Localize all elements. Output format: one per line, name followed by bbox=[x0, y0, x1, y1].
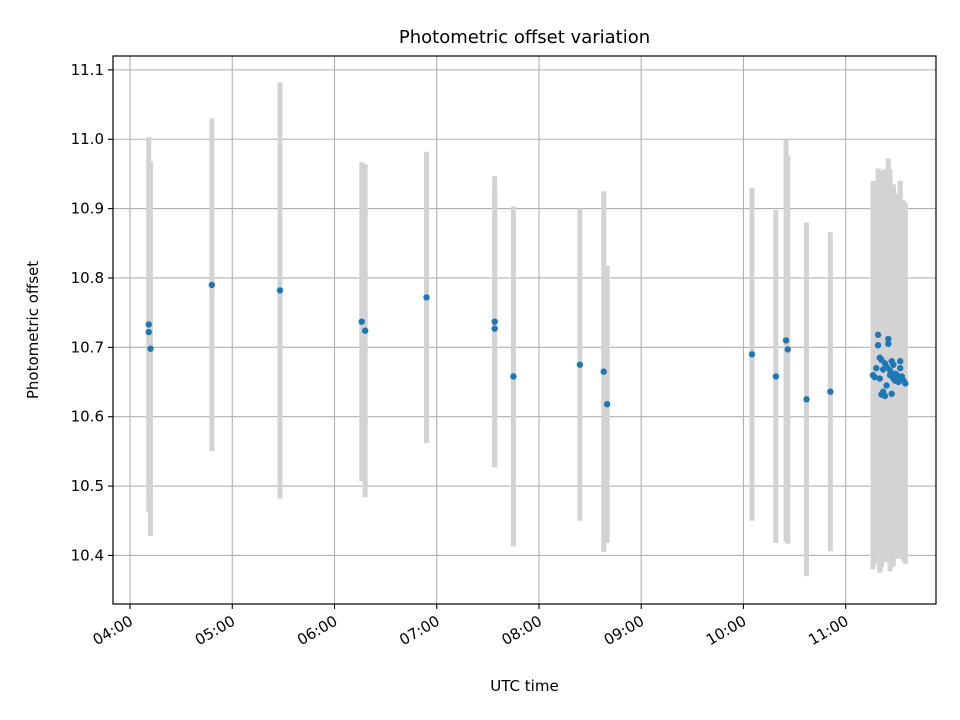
data-point bbox=[885, 340, 892, 348]
data-point bbox=[145, 321, 152, 328]
data-point bbox=[874, 342, 882, 349]
data-point bbox=[145, 328, 152, 336]
data-point bbox=[784, 346, 791, 353]
data-point bbox=[491, 318, 498, 325]
y-tick-label: 10.4 bbox=[71, 546, 104, 564]
y-tick-label: 10.8 bbox=[71, 269, 104, 287]
data-point bbox=[873, 364, 880, 372]
data-point bbox=[276, 287, 284, 294]
y-tick-label: 10.5 bbox=[71, 477, 104, 495]
data-points bbox=[145, 281, 909, 408]
data-point bbox=[885, 335, 892, 343]
y-tick-label: 11.1 bbox=[71, 61, 104, 79]
data-point bbox=[748, 351, 756, 358]
data-point bbox=[897, 358, 904, 365]
data-point bbox=[897, 364, 904, 372]
data-point bbox=[883, 382, 890, 389]
data-point bbox=[576, 361, 584, 368]
plot-frame bbox=[112, 55, 937, 605]
y-tick-label: 10.9 bbox=[71, 200, 104, 218]
data-point bbox=[147, 345, 154, 352]
data-point bbox=[782, 337, 790, 344]
data-point bbox=[874, 331, 882, 339]
data-point bbox=[895, 378, 902, 386]
data-point bbox=[803, 396, 810, 403]
data-point bbox=[491, 325, 498, 332]
y-tick-label: 11.0 bbox=[71, 130, 104, 148]
data-point bbox=[510, 373, 517, 380]
data-point bbox=[358, 318, 365, 325]
data-point bbox=[876, 375, 883, 382]
data-point bbox=[888, 390, 895, 398]
data-point bbox=[772, 373, 780, 380]
data-point bbox=[886, 367, 894, 374]
data-point bbox=[902, 380, 909, 387]
chart-title: Photometric offset variation bbox=[399, 27, 650, 48]
data-point bbox=[423, 294, 430, 301]
data-point bbox=[603, 401, 611, 408]
data-point bbox=[881, 392, 889, 400]
data-point bbox=[361, 327, 369, 334]
y-tick-label: 10.6 bbox=[71, 408, 104, 426]
data-point bbox=[208, 281, 216, 289]
y-axis-ticks: 10.4 10.5 10.6 10.7 10.8 10.9 11.0 11.1 bbox=[71, 61, 113, 564]
data-point bbox=[827, 388, 834, 395]
y-tick-label: 10.7 bbox=[71, 338, 104, 356]
x-axis-label: UTC time bbox=[490, 677, 558, 695]
data-point bbox=[871, 373, 878, 381]
y-axis-label: Photometric offset bbox=[24, 261, 42, 399]
data-point bbox=[600, 368, 607, 375]
grid bbox=[113, 56, 936, 604]
data-point bbox=[890, 361, 897, 368]
